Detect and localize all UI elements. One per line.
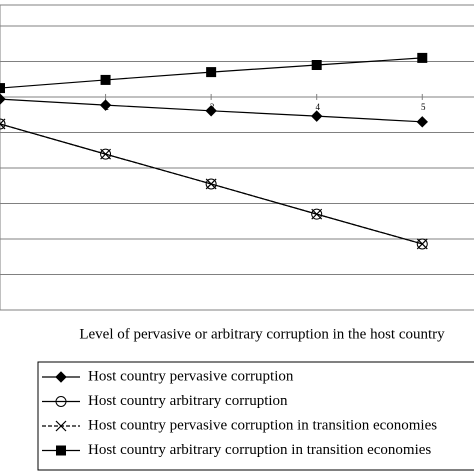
marker	[100, 148, 112, 160]
marker	[416, 238, 428, 250]
plot-frame	[0, 4, 474, 311]
marker	[55, 371, 67, 383]
legend-marker	[55, 420, 67, 432]
marker	[311, 208, 323, 220]
legend-marker	[55, 371, 67, 383]
marker	[416, 116, 428, 128]
legend-label: Host country arbitrary corruption	[88, 393, 288, 409]
marker	[205, 105, 217, 117]
legend-box	[37, 361, 474, 471]
marker	[56, 445, 66, 456]
marker	[0, 93, 6, 105]
marker	[0, 118, 6, 130]
marker	[100, 148, 111, 160]
x-tick-label: 5	[421, 102, 426, 112]
marker	[206, 67, 217, 78]
legend-label: Host country arbitrary corruption in tra…	[88, 442, 431, 458]
marker	[416, 238, 428, 250]
marker	[311, 208, 323, 220]
marker	[205, 178, 217, 190]
legend-marker	[55, 396, 67, 407]
x-tick-label: 4	[315, 102, 320, 112]
marker	[417, 52, 428, 63]
legend-label: Host country pervasive corruption	[88, 368, 294, 384]
x-axis-label: Level of pervasive or arbitrary corrupti…	[79, 326, 445, 342]
marker	[311, 60, 322, 71]
marker	[55, 420, 67, 432]
marker	[205, 178, 217, 190]
marker	[55, 396, 67, 407]
marker	[0, 83, 5, 94]
marker	[0, 118, 6, 130]
marker	[310, 110, 323, 122]
legend-marker	[56, 445, 66, 456]
marker	[99, 99, 112, 111]
marker	[100, 74, 111, 85]
legend-label: Host country pervasive corruption in tra…	[88, 417, 437, 433]
